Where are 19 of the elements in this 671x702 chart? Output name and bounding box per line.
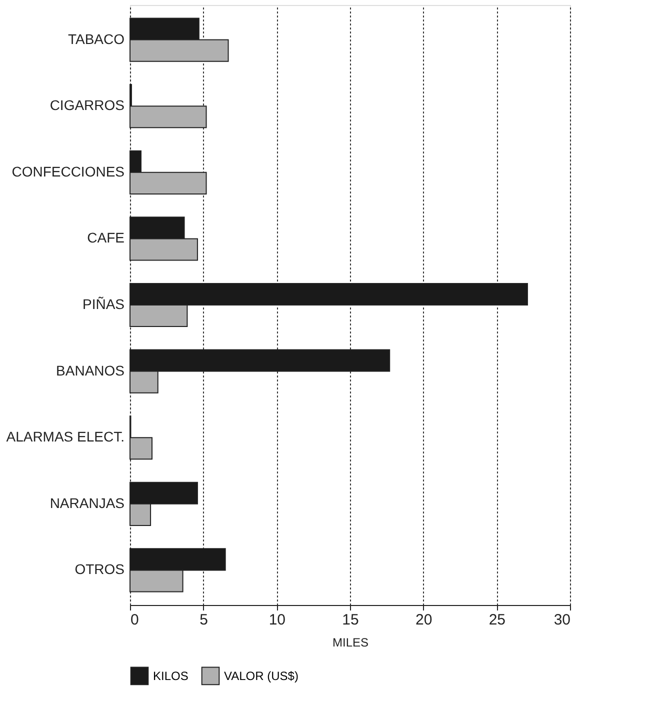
y-tick-label: OTROS [74, 561, 124, 578]
y-tick-label: PIÑAS [82, 296, 124, 312]
legend-label: KILOS [153, 668, 188, 683]
y-tick-label: ALARMAS ELECT. [6, 428, 124, 445]
y-tick-label: BANANOS [56, 362, 124, 378]
x-axis-title: MILES [332, 636, 369, 650]
x-tick-label: 25 [488, 612, 506, 628]
legend-label: VALOR (US$) [224, 668, 298, 683]
y-tick-label: CONFECCIONES [12, 163, 124, 180]
y-tick-label: CAFE [87, 230, 124, 246]
x-tick-label: 15 [342, 612, 359, 628]
x-tick-label: 0 [130, 612, 139, 628]
y-tick-label: CIGARROS [50, 97, 124, 114]
y-tick-label: TABACO [68, 30, 125, 47]
x-tick-label: 10 [268, 612, 286, 628]
x-tick-label: 5 [200, 612, 208, 628]
x-tick-label: 30 [554, 612, 570, 628]
x-tick-label: 20 [415, 612, 432, 628]
y-tick-label: NARANJAS [50, 494, 124, 511]
